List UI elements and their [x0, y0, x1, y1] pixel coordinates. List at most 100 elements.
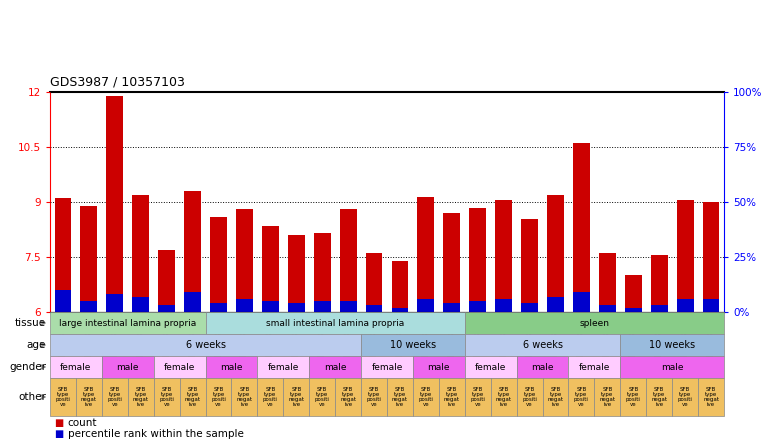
Text: SFB
type
positi
ve: SFB type positi ve — [471, 387, 485, 407]
Bar — [132, 194, 149, 312]
Text: count: count — [67, 418, 97, 428]
Text: percentile rank within the sample: percentile rank within the sample — [67, 429, 244, 439]
Bar — [417, 299, 434, 312]
Bar — [651, 305, 668, 312]
Text: female: female — [164, 362, 196, 372]
Text: male: male — [220, 362, 243, 372]
Bar — [184, 191, 201, 312]
Bar — [521, 303, 538, 312]
Text: ■: ■ — [53, 418, 63, 428]
Text: SFB
type
positi
ve: SFB type positi ve — [419, 387, 433, 407]
Text: male: male — [531, 362, 554, 372]
Bar — [703, 299, 720, 312]
Text: 6 weeks: 6 weeks — [186, 340, 225, 350]
Bar — [288, 235, 305, 312]
Text: female: female — [371, 362, 403, 372]
Bar — [54, 290, 71, 312]
Bar — [262, 301, 279, 312]
Text: SFB
type
positi
ve: SFB type positi ve — [626, 387, 641, 407]
Text: SFB
type
negat
ive: SFB type negat ive — [81, 387, 97, 407]
Text: female: female — [475, 362, 507, 372]
Text: male: male — [428, 362, 450, 372]
Bar — [132, 297, 149, 312]
Text: SFB
type
positi
ve: SFB type positi ve — [159, 387, 174, 407]
Text: male: male — [661, 362, 684, 372]
Bar — [495, 200, 512, 312]
Bar — [547, 297, 564, 312]
Bar — [158, 305, 175, 312]
Bar — [573, 143, 590, 312]
Bar — [210, 217, 227, 312]
Text: tissue: tissue — [15, 318, 46, 328]
Bar — [495, 299, 512, 312]
Bar — [366, 254, 383, 312]
Bar — [703, 202, 720, 312]
Bar — [210, 303, 227, 312]
Text: SFB
type
negat
ive: SFB type negat ive — [392, 387, 408, 407]
Bar — [106, 294, 123, 312]
Bar — [443, 303, 460, 312]
Bar — [340, 209, 357, 312]
Text: SFB
type
negat
ive: SFB type negat ive — [236, 387, 252, 407]
Text: 10 weeks: 10 weeks — [649, 340, 695, 350]
Bar — [366, 305, 383, 312]
Bar — [469, 301, 486, 312]
Text: GDS3987 / 10357103: GDS3987 / 10357103 — [50, 75, 185, 88]
Bar — [106, 95, 123, 312]
Bar — [391, 261, 409, 312]
Text: small intestinal lamina propria: small intestinal lamina propria — [266, 318, 404, 328]
Text: male: male — [117, 362, 139, 372]
Bar — [677, 200, 694, 312]
Bar — [80, 301, 97, 312]
Text: SFB
type
positi
ve: SFB type positi ve — [367, 387, 381, 407]
Text: SFB
type
negat
ive: SFB type negat ive — [599, 387, 615, 407]
Text: SFB
type
negat
ive: SFB type negat ive — [548, 387, 564, 407]
Text: SFB
type
positi
ve: SFB type positi ve — [56, 387, 70, 407]
Text: gender: gender — [9, 362, 46, 372]
Bar — [625, 308, 642, 312]
Text: SFB
type
positi
ve: SFB type positi ve — [678, 387, 692, 407]
Text: SFB
type
negat
ive: SFB type negat ive — [496, 387, 512, 407]
Text: SFB
type
positi
ve: SFB type positi ve — [574, 387, 589, 407]
Bar — [236, 209, 253, 312]
Text: 6 weeks: 6 weeks — [523, 340, 562, 350]
Bar — [314, 301, 331, 312]
Text: spleen: spleen — [579, 318, 610, 328]
Bar — [184, 292, 201, 312]
Text: SFB
type
negat
ive: SFB type negat ive — [651, 387, 667, 407]
Text: SFB
type
positi
ve: SFB type positi ve — [315, 387, 329, 407]
Bar — [443, 213, 460, 312]
Bar — [573, 292, 590, 312]
Text: SFB
type
positi
ve: SFB type positi ve — [522, 387, 537, 407]
Text: SFB
type
negat
ive: SFB type negat ive — [703, 387, 719, 407]
Bar — [651, 255, 668, 312]
Bar — [54, 198, 71, 312]
Bar — [547, 194, 564, 312]
Text: other: other — [18, 392, 46, 402]
Bar — [469, 207, 486, 312]
Bar — [599, 305, 616, 312]
Text: SFB
type
negat
ive: SFB type negat ive — [444, 387, 460, 407]
Text: female: female — [60, 362, 92, 372]
Text: 10 weeks: 10 weeks — [390, 340, 436, 350]
Text: SFB
type
negat
ive: SFB type negat ive — [185, 387, 201, 407]
Text: large intestinal lamina propria: large intestinal lamina propria — [59, 318, 196, 328]
Text: SFB
type
negat
ive: SFB type negat ive — [133, 387, 149, 407]
Bar — [599, 254, 616, 312]
Bar — [158, 250, 175, 312]
Text: age: age — [27, 340, 46, 350]
Bar — [288, 303, 305, 312]
Text: SFB
type
positi
ve: SFB type positi ve — [108, 387, 122, 407]
Text: female: female — [578, 362, 610, 372]
Text: ■: ■ — [53, 429, 63, 439]
Bar — [80, 206, 97, 312]
Text: SFB
type
negat
ive: SFB type negat ive — [340, 387, 356, 407]
Text: female: female — [267, 362, 299, 372]
Text: SFB
type
positi
ve: SFB type positi ve — [211, 387, 226, 407]
Bar — [677, 299, 694, 312]
Bar — [391, 308, 409, 312]
Bar — [625, 275, 642, 312]
Text: SFB
type
negat
ive: SFB type negat ive — [288, 387, 304, 407]
Bar — [340, 301, 357, 312]
Bar — [314, 233, 331, 312]
